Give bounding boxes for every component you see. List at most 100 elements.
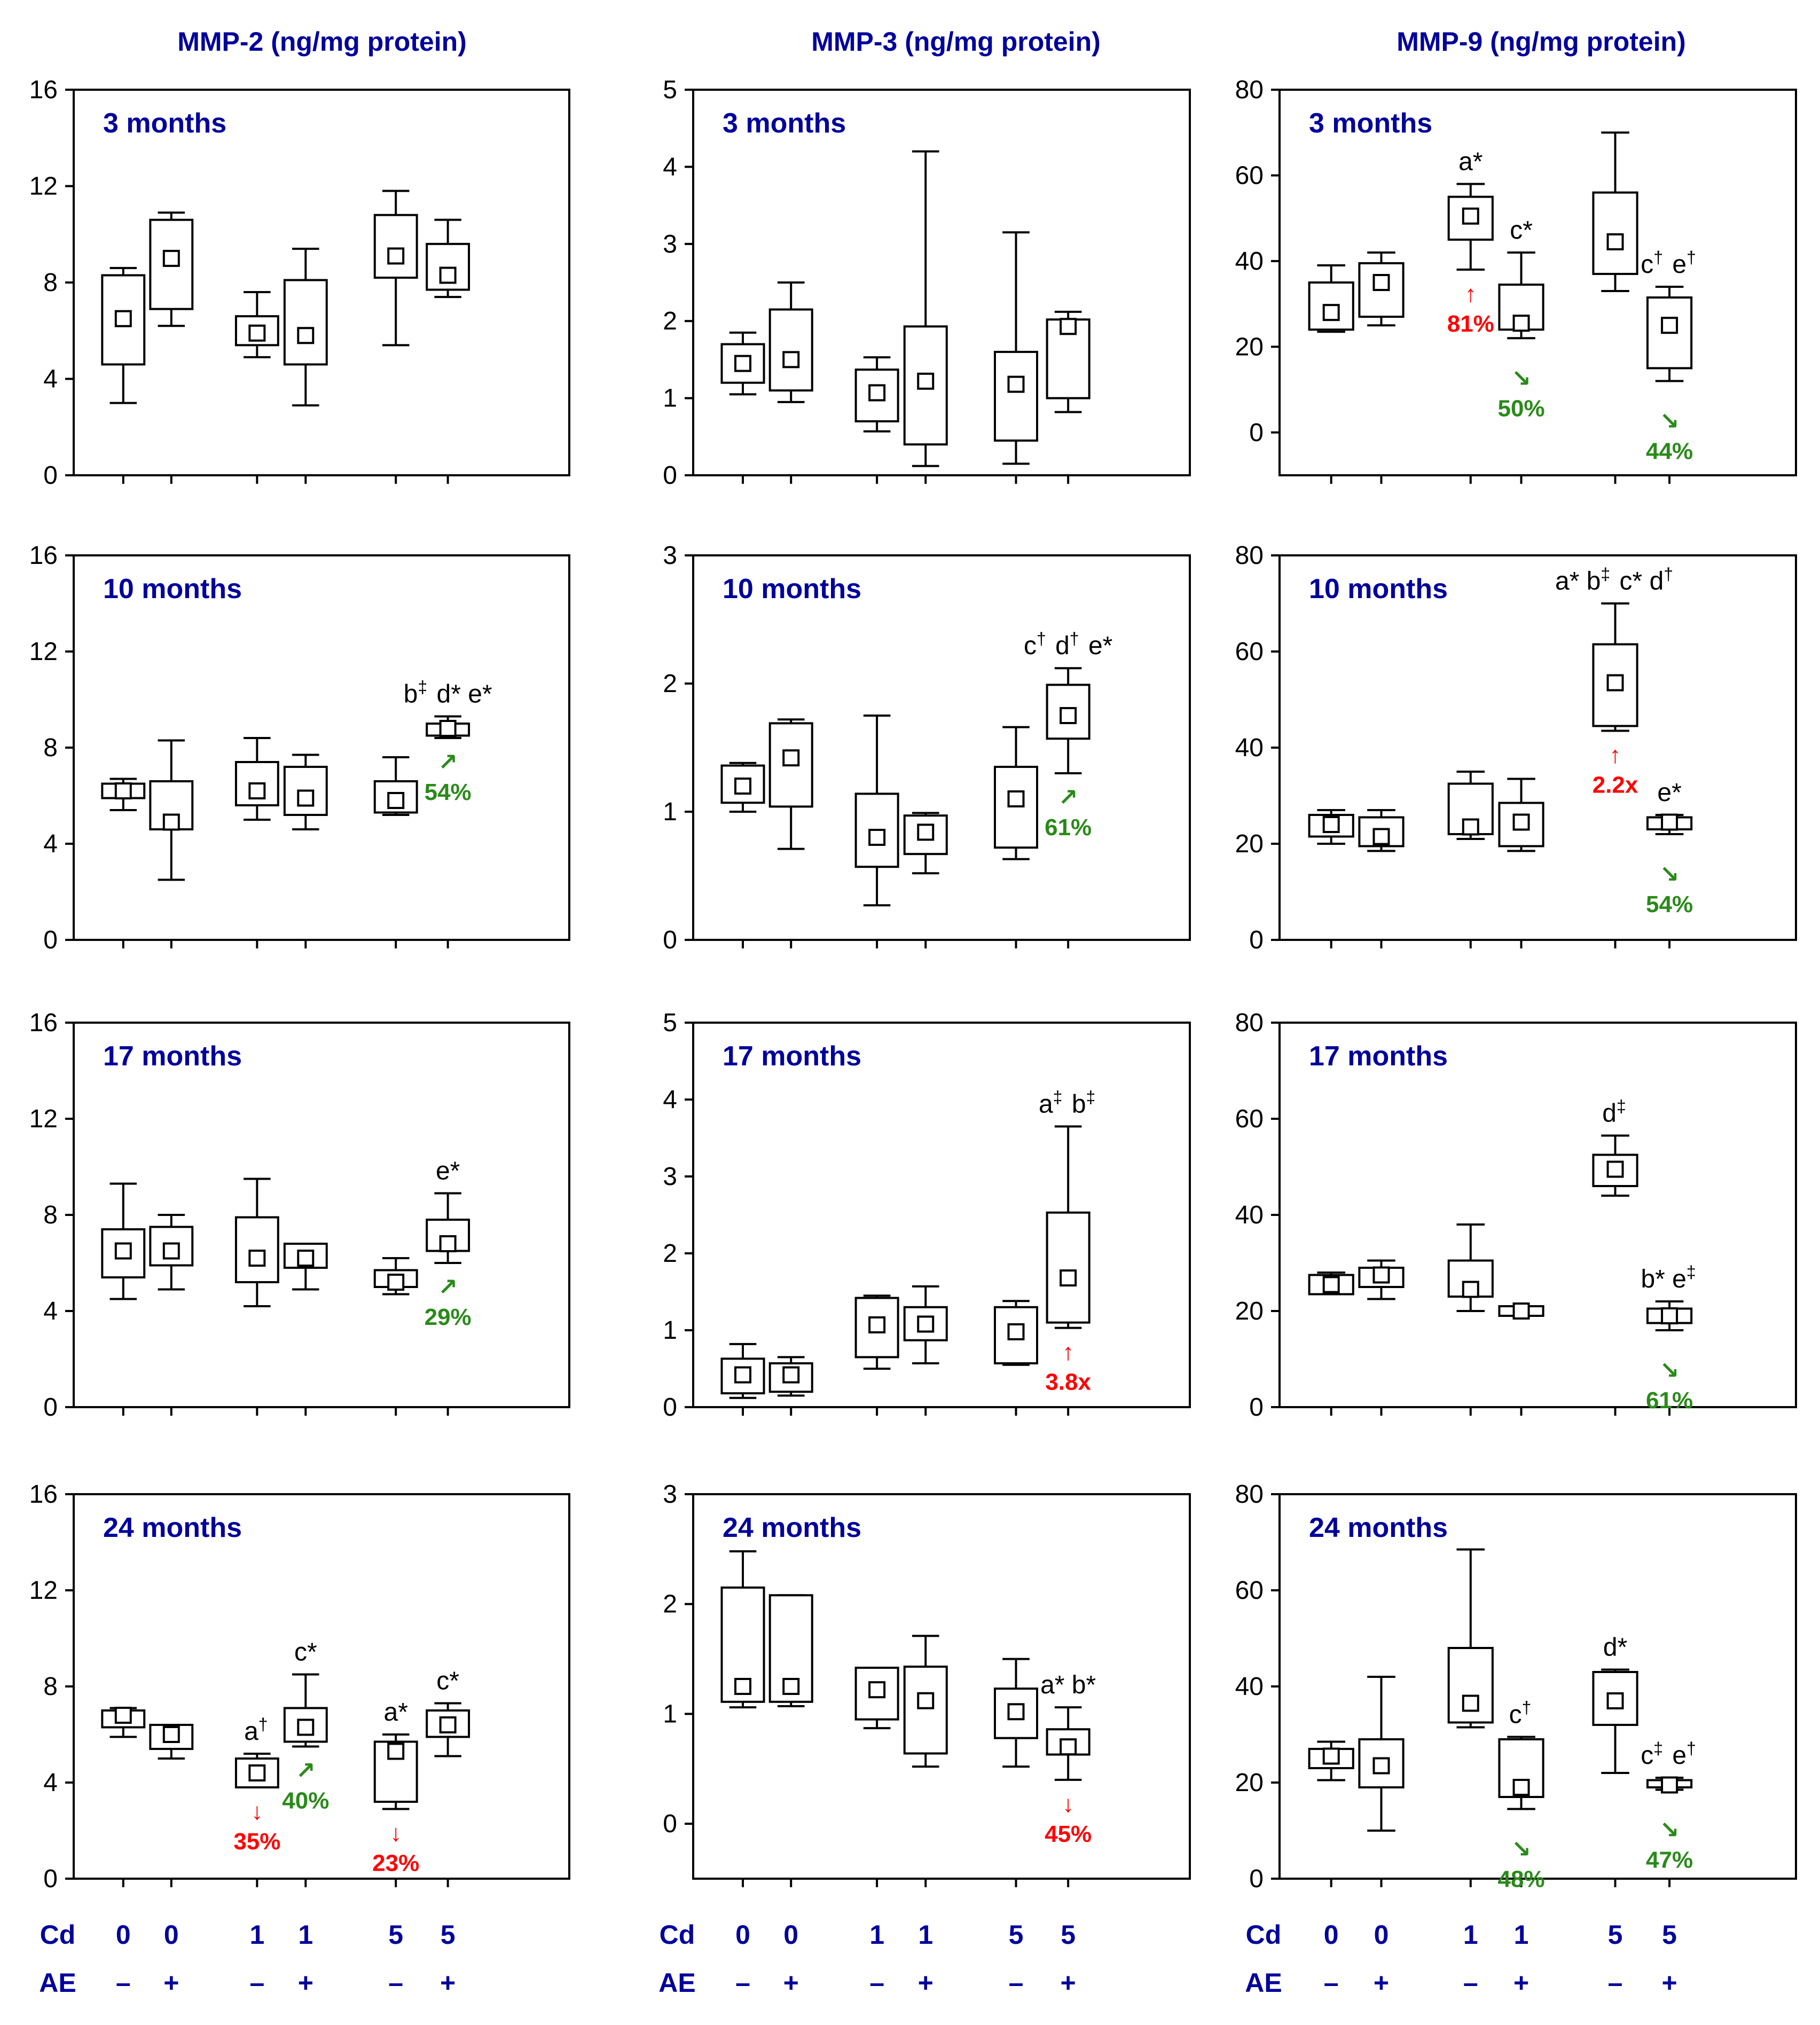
box-iqr xyxy=(1592,191,1638,275)
mean-marker xyxy=(782,351,800,368)
box-group xyxy=(720,1343,765,1399)
mean-marker xyxy=(114,1707,132,1724)
y-tick-label: 4 xyxy=(663,153,677,181)
significance-label: b‡ d* e* xyxy=(404,678,492,709)
box-iqr xyxy=(1646,296,1693,370)
period-label: 17 months xyxy=(103,1041,242,1072)
significance-label: a* b* xyxy=(1040,1671,1096,1699)
change-percent: 48% xyxy=(1498,1866,1545,1893)
change-arrow: ↘ xyxy=(1660,409,1680,435)
panel-2-3: 0 20 40 60 80 10 months a* b‡ c* d† ↑ 2.2x e* ↘ 54… xyxy=(1235,541,1797,954)
mean-marker xyxy=(1606,1160,1624,1178)
ae-treatment-label: – xyxy=(388,1968,403,1998)
y-tick-label: 0 xyxy=(1249,419,1264,447)
change-arrow: ↗ xyxy=(438,749,458,775)
y-tick-label: 12 xyxy=(29,1576,58,1605)
y-tick-label: 12 xyxy=(29,638,58,666)
ae-axis-label: AE xyxy=(1245,1968,1282,1998)
y-tick-label: 60 xyxy=(1235,1576,1264,1605)
mean-marker xyxy=(868,1316,886,1333)
mean-marker xyxy=(1661,1307,1678,1324)
ae-treatment-label: – xyxy=(1608,1968,1623,1998)
significance-label: d‡ xyxy=(1602,1097,1628,1128)
mean-marker xyxy=(114,782,132,799)
ae-treatment-label: – xyxy=(1463,1968,1478,1998)
y-tick-label: 60 xyxy=(1235,1105,1264,1133)
significance-label: c‡ e† xyxy=(1641,1739,1698,1770)
box-group xyxy=(1046,310,1091,413)
period-label: 24 months xyxy=(103,1512,242,1543)
change-percent: 29% xyxy=(425,1304,472,1330)
box-group xyxy=(1046,1125,1091,1329)
plot-frame xyxy=(692,1022,1191,1408)
box-group xyxy=(854,356,899,433)
y-tick-label: 0 xyxy=(43,1393,58,1422)
mean-marker xyxy=(1372,1266,1390,1284)
plot-frame xyxy=(1278,554,1797,941)
significance-label: a* xyxy=(384,1698,408,1726)
ae-treatment-label: – xyxy=(116,1968,131,1998)
mean-marker xyxy=(162,813,180,831)
period-label: 17 months xyxy=(723,1041,861,1072)
box-group xyxy=(426,218,470,299)
mean-marker xyxy=(1512,315,1530,332)
cd-dose-label: 0 xyxy=(783,1920,798,1950)
cd-dose-label: 1 xyxy=(298,1920,313,1950)
cd-dose-label: 1 xyxy=(869,1920,884,1950)
box-group xyxy=(1498,1302,1544,1320)
plot-frame xyxy=(73,554,570,941)
mean-marker xyxy=(1462,1281,1479,1298)
mean-marker xyxy=(1462,207,1479,225)
mean-marker xyxy=(1606,674,1624,692)
panel-3-2: 0 1 2 3 4 5 17 months a‡ b‡ ↑ 3.8x xyxy=(663,1009,1191,1422)
change-arrow: ↓ xyxy=(251,1799,263,1825)
plot-frame xyxy=(692,554,1191,941)
mean-marker xyxy=(114,310,132,327)
mean-marker xyxy=(162,1242,180,1260)
panel-3-1: 0 4 8 12 16 17 months e* ↗ 29% xyxy=(29,1009,570,1422)
ae-treatment-label: – xyxy=(1324,1968,1339,1998)
significance-label: c* xyxy=(294,1638,317,1667)
y-tick-label: 2 xyxy=(663,1239,677,1268)
ae-treatment-label: + xyxy=(440,1968,456,1998)
y-tick-label: 0 xyxy=(1249,1865,1264,1893)
panel-3-3: 0 20 40 60 80 17 months d‡ b* e‡ ↘ 61% xyxy=(1235,1009,1797,1422)
y-tick-label: 12 xyxy=(29,1105,58,1133)
cd-dose-label: 5 xyxy=(441,1920,456,1950)
y-tick-label: 2 xyxy=(663,307,677,335)
cd-dose-label: 5 xyxy=(388,1920,403,1950)
mean-marker xyxy=(1060,707,1077,724)
mean-marker xyxy=(387,792,405,809)
mean-marker xyxy=(162,1726,180,1743)
cd-dose-label: 5 xyxy=(1009,1920,1024,1950)
y-tick-label: 4 xyxy=(43,830,58,858)
box-iqr xyxy=(903,1665,948,1755)
mean-marker xyxy=(297,327,315,344)
box-group xyxy=(1646,1776,1693,1794)
mean-marker xyxy=(1606,1692,1624,1709)
ae-treatment-label: + xyxy=(1061,1968,1076,1998)
cd-dose-label: 0 xyxy=(1324,1920,1339,1950)
box-iqr xyxy=(1447,195,1494,241)
box-group xyxy=(373,190,418,347)
box-group xyxy=(101,266,146,404)
significance-label: a† xyxy=(244,1715,270,1746)
cd-dose-label: 1 xyxy=(1463,1920,1478,1950)
box-group xyxy=(903,1635,948,1768)
box-group xyxy=(1646,1300,1693,1331)
mean-marker xyxy=(1462,818,1479,836)
panel-4-3: 0 20 40 60 80 24 months c† ↘ 48% d* c‡ e† ↘ 47% xyxy=(1235,1480,1797,1893)
box-iqr xyxy=(1498,802,1544,847)
cd-dose-label: 1 xyxy=(249,1920,264,1950)
change-percent: 23% xyxy=(372,1850,419,1877)
box-group xyxy=(768,1594,813,1708)
plot-frame xyxy=(1278,89,1797,476)
box-group xyxy=(101,1707,146,1738)
mean-marker xyxy=(387,1743,405,1760)
cd-dose-label: 0 xyxy=(164,1920,179,1950)
mean-marker xyxy=(917,1692,935,1709)
box-group xyxy=(903,150,948,467)
box-group xyxy=(720,762,765,813)
panel-1-2: 0 1 2 3 4 5 3 months xyxy=(663,76,1191,490)
